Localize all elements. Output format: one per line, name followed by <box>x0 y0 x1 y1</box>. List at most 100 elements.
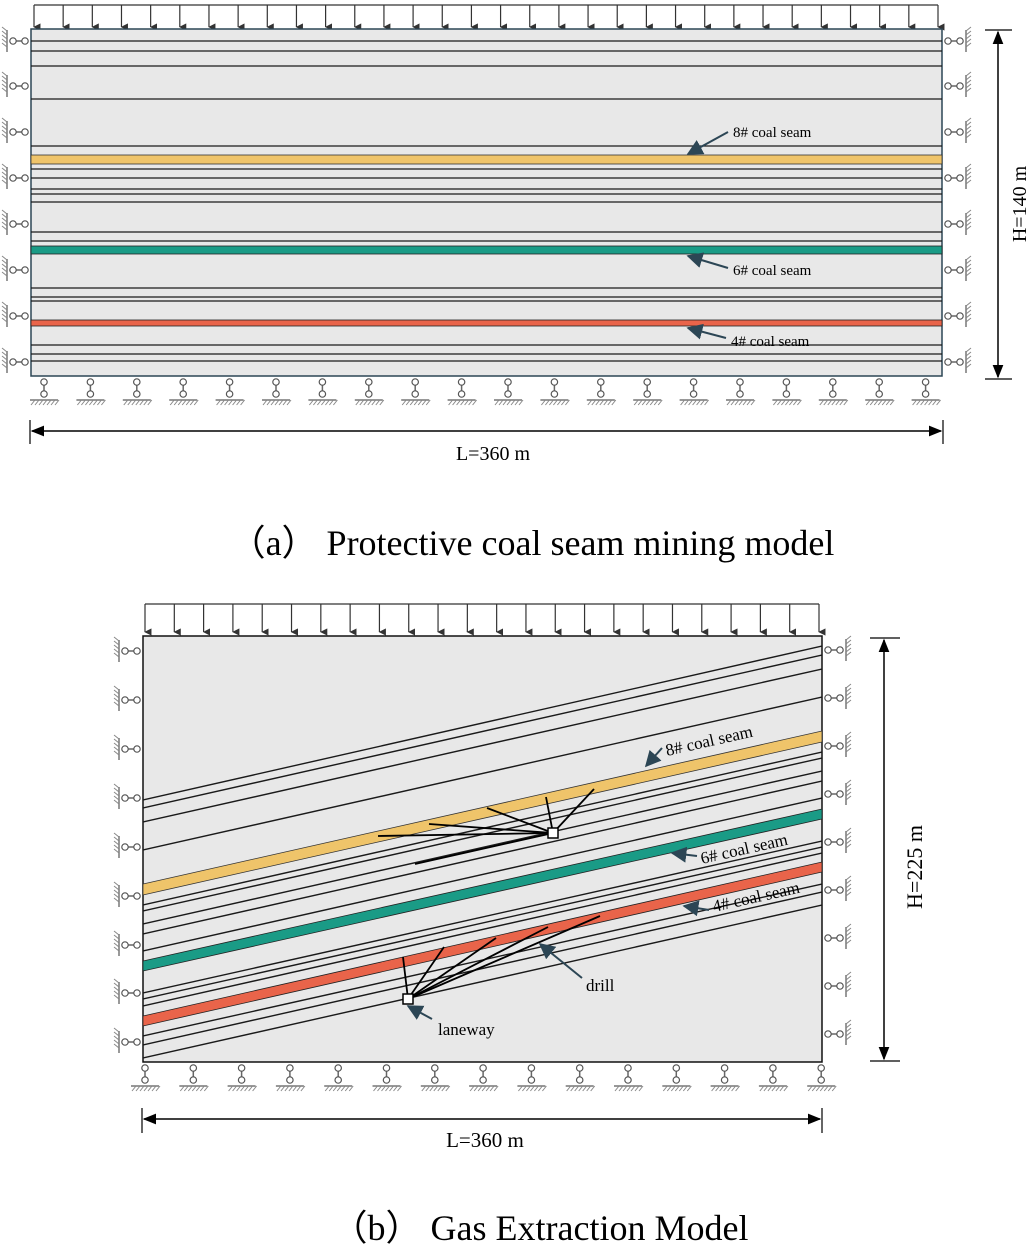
a-right-support <box>944 117 972 143</box>
b-right-support <box>824 683 852 709</box>
panel-a: 8# coal seam 6# coal seam 4# coal seam H… <box>1 4 1029 563</box>
b-left-support <box>113 832 141 858</box>
a-seam-8 <box>30 154 943 165</box>
b-stratum-line <box>143 780 822 935</box>
b-leader-8 <box>644 747 663 768</box>
b-left-support <box>113 783 141 809</box>
a-leader-6 <box>686 252 729 269</box>
b-left-support <box>113 881 141 907</box>
a-bottom-pin-supports <box>30 378 941 406</box>
b-left-support <box>113 636 141 662</box>
b-left-support <box>113 930 141 956</box>
a-label-seam-6: 6# coal seam <box>733 263 812 279</box>
a-left-support <box>1 255 29 281</box>
a-left-support <box>1 209 29 235</box>
a-bottom-support <box>354 378 385 406</box>
b-bottom-support <box>420 1064 451 1092</box>
a-caption: （a） Protective coal seam mining model <box>230 523 835 563</box>
b-left-support <box>113 685 141 711</box>
a-bottom-support <box>494 378 524 406</box>
a-width-label: L=360 m <box>456 443 530 465</box>
a-bottom-support <box>76 378 106 406</box>
b-leader-4 <box>682 900 710 917</box>
a-leader-4 <box>686 323 727 340</box>
b-right-support <box>824 971 852 997</box>
b-seam-8 <box>143 730 822 896</box>
b-stratum-line <box>143 668 822 823</box>
b-seam-4 <box>143 861 822 1027</box>
a-right-support <box>944 163 972 189</box>
b-right-support <box>824 635 852 661</box>
b-upper-drill-fan <box>377 788 595 865</box>
a-left-support <box>1 163 29 189</box>
a-right-support <box>944 347 972 373</box>
b-left-support <box>113 1027 141 1053</box>
b-right-support <box>824 827 852 853</box>
a-left-roller-supports <box>1 26 29 373</box>
b-label-drill: drill <box>586 976 615 995</box>
a-bottom-support <box>679 378 709 406</box>
b-bottom-support <box>758 1064 789 1092</box>
a-bottom-support <box>122 378 153 406</box>
b-bottom-support <box>227 1064 257 1092</box>
a-bottom-support <box>215 378 245 406</box>
a-right-support <box>944 71 972 97</box>
b-left-support <box>113 734 141 760</box>
b-right-support <box>824 923 852 949</box>
a-right-roller-supports <box>944 26 972 373</box>
a-bottom-support <box>401 378 431 406</box>
a-right-support <box>944 301 972 327</box>
b-stratum-line <box>143 645 822 801</box>
a-left-support <box>1 301 29 327</box>
b-distributed-load-arrows <box>144 603 826 636</box>
b-bottom-support <box>179 1064 209 1092</box>
b-right-support <box>824 779 852 805</box>
b-left-support <box>113 978 141 1004</box>
a-seam-4 <box>30 319 943 327</box>
a-left-support <box>1 26 29 52</box>
b-bottom-support <box>469 1064 499 1092</box>
a-right-support <box>944 26 972 52</box>
a-left-support <box>1 117 29 143</box>
b-upper-laneway <box>547 827 559 839</box>
b-right-support <box>824 875 852 901</box>
b-lower-drill-fan <box>402 915 601 1000</box>
b-bottom-support <box>565 1064 596 1092</box>
b-left-roller-supports <box>113 636 141 1053</box>
b-leader-laneway <box>406 1005 433 1020</box>
b-right-support <box>824 1019 852 1045</box>
b-caption: （b） Gas Extraction Model <box>332 1208 749 1245</box>
a-strata-lines <box>31 40 942 362</box>
b-leader-drill <box>538 942 583 979</box>
a-label-seam-8: 8# coal seam <box>733 125 812 141</box>
b-stratum-line <box>143 696 822 851</box>
a-height-label: H=140 m <box>1009 165 1029 242</box>
a-right-support <box>944 255 972 281</box>
b-stratum-line <box>143 770 822 925</box>
a-distributed-load-arrows <box>33 4 945 31</box>
a-bottom-support <box>30 378 60 406</box>
b-bottom-support <box>275 1064 306 1092</box>
a-label-seam-4: 4# coal seam <box>731 334 810 350</box>
a-bottom-support <box>540 378 570 406</box>
b-bottom-support <box>614 1064 644 1092</box>
b-stratum-line <box>143 840 822 994</box>
a-bottom-support <box>586 378 617 406</box>
b-stratum-line <box>143 852 822 1007</box>
a-bottom-support <box>633 378 663 406</box>
a-bottom-support <box>772 378 802 406</box>
b-bottom-support <box>517 1064 547 1092</box>
b-stratum-line <box>143 797 822 952</box>
b-stratum-line <box>143 891 822 1046</box>
b-stratum-line <box>143 904 822 1059</box>
b-bottom-support <box>662 1064 692 1092</box>
b-bottom-support <box>807 1064 837 1092</box>
b-bottom-support <box>710 1064 740 1092</box>
a-left-support <box>1 347 29 373</box>
a-bottom-support <box>262 378 292 406</box>
a-seam-6 <box>30 245 943 255</box>
a-leader-8 <box>686 131 729 155</box>
a-bottom-support <box>818 378 849 406</box>
b-stratum-line <box>143 654 822 809</box>
